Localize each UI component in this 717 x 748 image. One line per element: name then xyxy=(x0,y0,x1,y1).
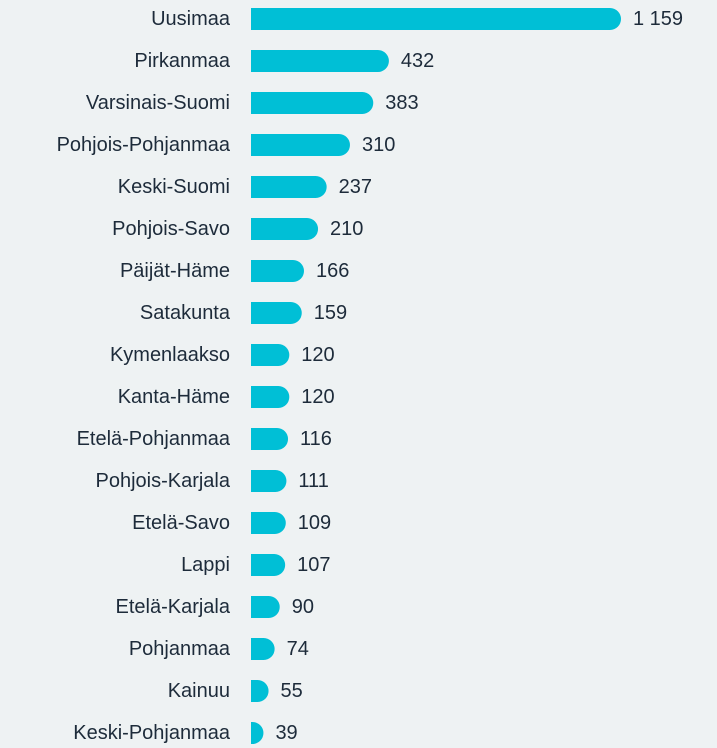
bar xyxy=(251,428,289,450)
category-label: Pirkanmaa xyxy=(134,50,230,72)
bar xyxy=(251,176,327,198)
category-label: Kanta-Häme xyxy=(118,386,230,408)
bar xyxy=(251,344,290,366)
category-label: Varsinais-Suomi xyxy=(86,92,230,114)
value-label: 120 xyxy=(301,344,334,366)
value-label: 111 xyxy=(298,470,328,492)
category-label: Etelä-Savo xyxy=(132,512,230,534)
category-label: Päijät-Häme xyxy=(120,260,230,282)
bar xyxy=(251,512,286,534)
bar xyxy=(251,302,302,324)
value-label: 120 xyxy=(301,386,334,408)
category-label: Satakunta xyxy=(140,302,231,324)
value-label: 1 159 xyxy=(633,8,683,30)
category-label: Kainuu xyxy=(168,680,230,702)
bar xyxy=(251,218,319,240)
value-label: 109 xyxy=(298,512,331,534)
category-label: Kymenlaakso xyxy=(110,344,230,366)
bar xyxy=(251,260,304,282)
value-label: 383 xyxy=(385,92,418,114)
bar xyxy=(251,554,286,576)
value-label: 237 xyxy=(339,176,372,198)
bar xyxy=(251,680,269,702)
category-label: Pohjois-Karjala xyxy=(95,470,230,492)
value-label: 210 xyxy=(330,218,363,240)
value-label: 39 xyxy=(275,722,297,744)
bar xyxy=(251,638,275,660)
value-label: 310 xyxy=(362,134,395,156)
value-label: 116 xyxy=(300,428,332,450)
value-label: 74 xyxy=(287,638,309,660)
bar xyxy=(251,386,290,408)
value-label: 432 xyxy=(401,50,434,72)
bar xyxy=(251,470,287,492)
bar xyxy=(251,596,280,618)
value-label: 166 xyxy=(316,260,349,282)
value-label: 107 xyxy=(297,554,330,576)
bar xyxy=(251,50,389,72)
category-label: Keski-Suomi xyxy=(118,176,230,198)
category-label: Pohjois-Pohjanmaa xyxy=(57,134,231,156)
bar xyxy=(251,722,264,744)
value-label: 90 xyxy=(292,596,314,618)
value-label: 55 xyxy=(281,680,303,702)
bar xyxy=(251,8,621,30)
category-label: Etelä-Karjala xyxy=(115,596,230,618)
category-label: Keski-Pohjanmaa xyxy=(73,722,231,744)
category-label: Uusimaa xyxy=(151,8,231,30)
value-label: 159 xyxy=(314,302,347,324)
category-label: Lappi xyxy=(181,554,230,576)
bar xyxy=(251,92,374,114)
category-label: Pohjanmaa xyxy=(129,638,231,660)
category-label: Etelä-Pohjanmaa xyxy=(77,428,231,450)
bar xyxy=(251,134,350,156)
category-label: Pohjois-Savo xyxy=(112,218,230,240)
